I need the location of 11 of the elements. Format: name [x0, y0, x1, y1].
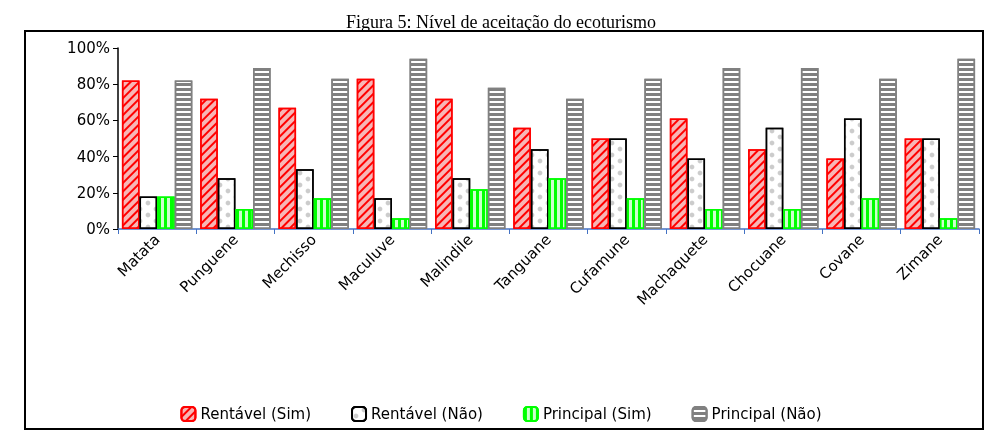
y-tick-label: 40% — [76, 147, 110, 166]
legend-label: Principal (Sim) — [542, 405, 652, 423]
y-tick-label: 80% — [76, 75, 110, 94]
legend-label: Rentável (Sim) — [200, 405, 312, 423]
y-tick-label: 100% — [67, 39, 110, 57]
chart-title: Figura 5: Nível de aceitação do ecoturismo — [346, 12, 656, 32]
y-tick-label: 20% — [76, 183, 110, 202]
y-tick-label: 60% — [76, 111, 110, 130]
legend-label: Rentável (Não) — [371, 405, 483, 423]
legend-label: Principal (Não) — [711, 405, 822, 423]
y-tick-label: 0% — [86, 220, 110, 238]
